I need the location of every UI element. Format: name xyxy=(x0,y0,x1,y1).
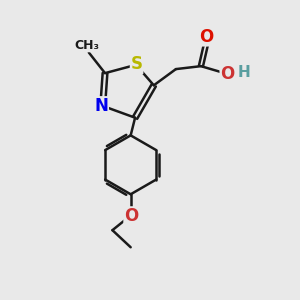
Text: O: O xyxy=(199,28,213,46)
Text: O: O xyxy=(220,65,235,83)
Text: O: O xyxy=(124,207,138,225)
Text: H: H xyxy=(237,65,250,80)
Text: S: S xyxy=(130,55,142,73)
Text: CH₃: CH₃ xyxy=(75,39,100,52)
Text: N: N xyxy=(94,97,108,115)
